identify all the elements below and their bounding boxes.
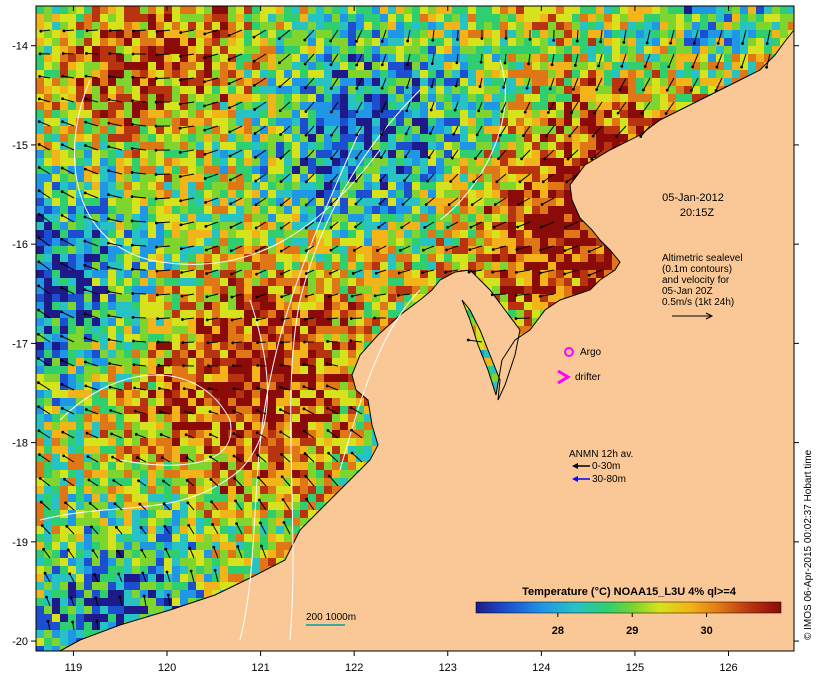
arrow-left-black-icon [572,463,590,469]
y-tick-label: -20 [12,636,28,648]
platform-legend: Argo drifter [557,347,602,385]
depth-scale: 200 1000m [306,612,356,626]
y-tick-label: -19 [12,537,28,549]
x-tick-label: 126 [719,662,737,674]
anmn-shallow-label: 0-30m [592,461,620,472]
map-frame [35,5,795,652]
scale-label: 200 1000m [306,612,356,623]
x-axis: 119 120 121 122 123 124 125 126 [65,6,738,674]
date-label: 05-Jan-2012 [662,192,724,204]
x-tick-label: 125 [626,662,644,674]
colorbar-ticks: 28 29 30 [552,613,713,637]
x-tick-label: 121 [251,662,269,674]
y-tick-label: -18 [12,438,28,450]
colorbar-gradient [475,601,782,614]
drifter-label: drifter [575,372,601,383]
velocity-vectors [36,29,771,631]
x-tick-label: 122 [345,662,363,674]
timestamp-annotation: 05-Jan-2012 20:15Z [662,192,724,219]
y-tick-label: -17 [12,338,28,350]
drifter-chevron-icon [557,369,571,385]
x-tick-label: 124 [532,662,550,674]
alt-line-5: 0.5m/s (1kt 24h) [662,297,734,308]
credit-text: © IMOS 06-Apr-2015 00:02:37 Hobart time [803,449,814,640]
anmn-title: ANMN 12h av. [569,449,633,460]
anmn-legend: ANMN 12h av. 0-30m 30-80m [569,449,633,485]
x-tick-label: 120 [158,662,176,674]
alt-line-3: and velocity for [662,275,730,286]
colorbar-tick-label: 29 [626,625,638,637]
arrow-left-blue-icon [572,476,590,482]
colorbar: Temperature (°C) NOAA15_L3U 4% ql>=4 28 2… [470,586,788,644]
anmn-deep-label: 30-80m [592,474,626,485]
argo-circle-icon [564,347,574,357]
y-tick-label: -14 [12,41,28,53]
x-tick-label: 123 [439,662,457,674]
y-tick-label: -16 [12,239,28,251]
x-tick-label: 119 [65,662,83,674]
argo-label: Argo [580,347,602,358]
y-axis: -14 -15 -16 -17 -18 -19 -20 [12,41,799,648]
colorbar-tick-label: 30 [700,625,712,637]
alt-line-4: 05-Jan 20Z [662,286,713,297]
colorbar-tick-label: 28 [552,625,564,637]
y-tick-label: -15 [12,140,28,152]
map-area [35,5,795,652]
colorbar-title: Temperature (°C) NOAA15_L3U 4% ql>=4 [522,586,737,598]
reference-arrow-icon [672,312,714,320]
coastline [59,6,794,651]
time-label: 20:15Z [680,207,715,219]
altimetry-legend: Altimetric sealevel (0.1m contours) and … [662,253,743,320]
alt-line-2: (0.1m contours) [662,264,732,275]
sealevel-contours [39,59,506,641]
alt-line-1: Altimetric sealevel [662,253,743,264]
